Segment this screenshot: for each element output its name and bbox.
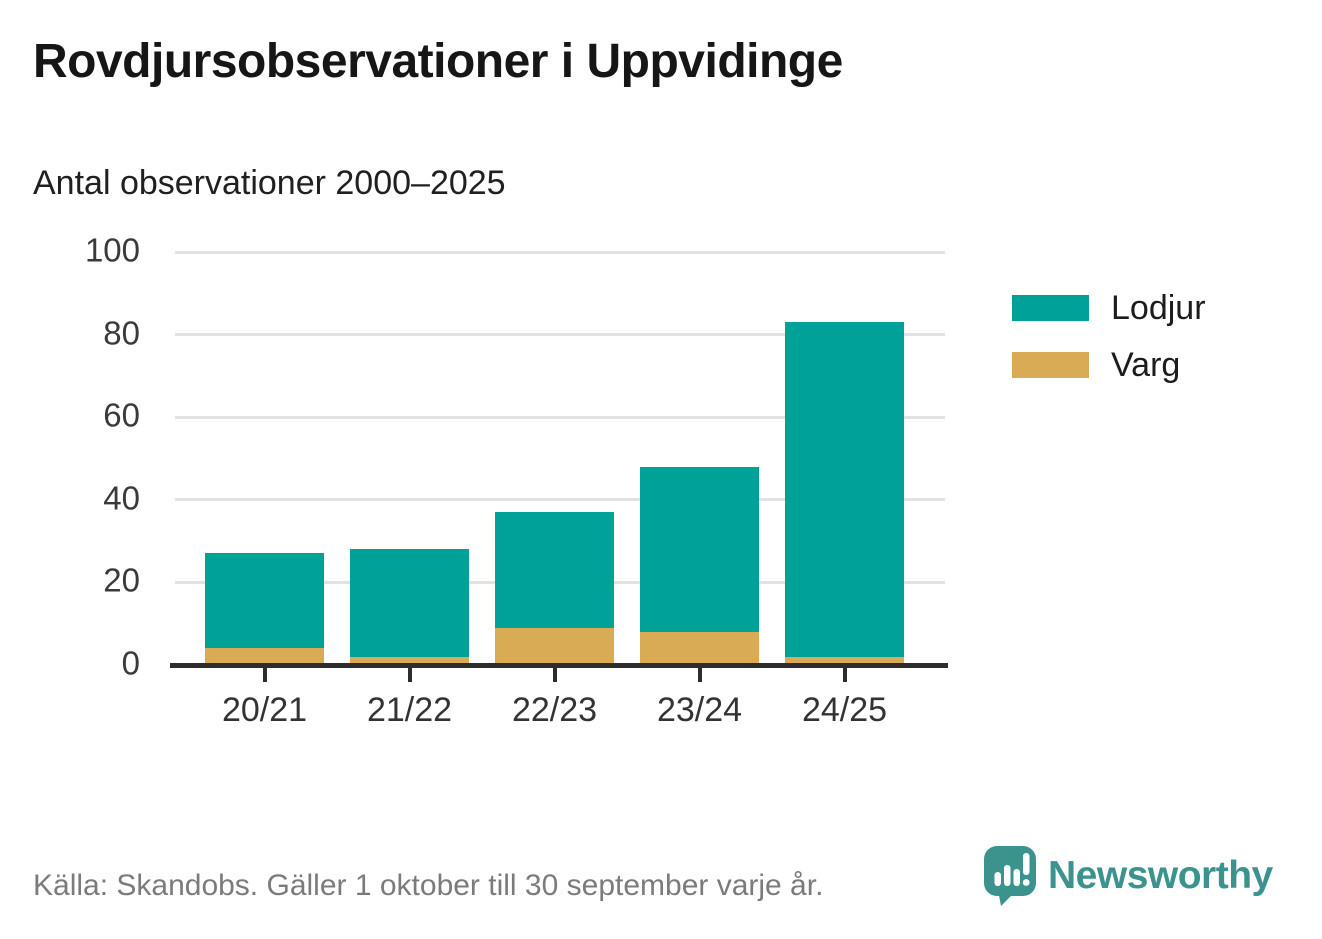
bar-segment-lodjur (350, 549, 469, 657)
x-axis-tick (262, 668, 267, 682)
gridline (175, 333, 945, 337)
x-axis-tick (697, 668, 702, 682)
gridline (175, 415, 945, 419)
y-axis-tick-label: 100 (84, 231, 140, 269)
x-axis-label: 21/22 (366, 691, 453, 729)
bar-segment-varg (205, 648, 324, 665)
gridline (175, 250, 945, 254)
brand-name: Newsworthy (1048, 854, 1273, 897)
gridline (175, 498, 945, 502)
legend-swatch-lodjur (1012, 295, 1089, 321)
chart-title: Rovdjursobservationer i Uppvidinge (33, 35, 843, 88)
legend-label-varg: Varg (1111, 345, 1181, 384)
bar-segment-varg (495, 627, 614, 665)
bar-segment-varg (640, 631, 759, 665)
x-axis-tick (407, 668, 412, 682)
bar-segment-lodjur (785, 322, 904, 657)
bar-segment-varg (785, 656, 904, 665)
x-axis-label: 22/23 (511, 691, 598, 729)
y-axis-tick-label: 60 (103, 396, 140, 434)
stacked-bar-chart: 0 20 40 60 80 100 20/21 21/22 22/23 23/24 24/25 (0, 231, 1322, 765)
x-axis-tick (552, 668, 557, 682)
x-axis-label: 20/21 (221, 691, 308, 729)
x-axis-tick (842, 668, 847, 682)
bar-segment-lodjur (495, 512, 614, 628)
newsworthy-logo-icon (984, 846, 1036, 906)
bar-segment-varg (350, 656, 469, 665)
x-axis-label: 23/24 (656, 691, 743, 729)
x-axis-line (170, 663, 948, 668)
y-axis-tick-label: 20 (103, 561, 140, 599)
y-axis-tick-label: 40 (103, 479, 140, 517)
y-axis-tick-label: 0 (121, 644, 140, 682)
chart-legend: Lodjur Varg (1012, 288, 1206, 385)
y-axis-tick-label: 80 (103, 314, 140, 352)
legend-swatch-varg (1012, 352, 1089, 378)
x-axis-label: 24/25 (801, 691, 888, 729)
source-note: Källa: Skandobs. Gäller 1 oktober till 3… (33, 869, 824, 902)
legend-item-lodjur: Lodjur (1012, 288, 1206, 328)
legend-item-varg: Varg (1012, 345, 1206, 385)
chart-subtitle: Antal observationer 2000–2025 (33, 164, 506, 202)
legend-label-lodjur: Lodjur (1111, 288, 1206, 327)
brand: Newsworthy (984, 846, 1273, 906)
bar-segment-lodjur (640, 466, 759, 632)
bar-segment-lodjur (205, 553, 324, 649)
